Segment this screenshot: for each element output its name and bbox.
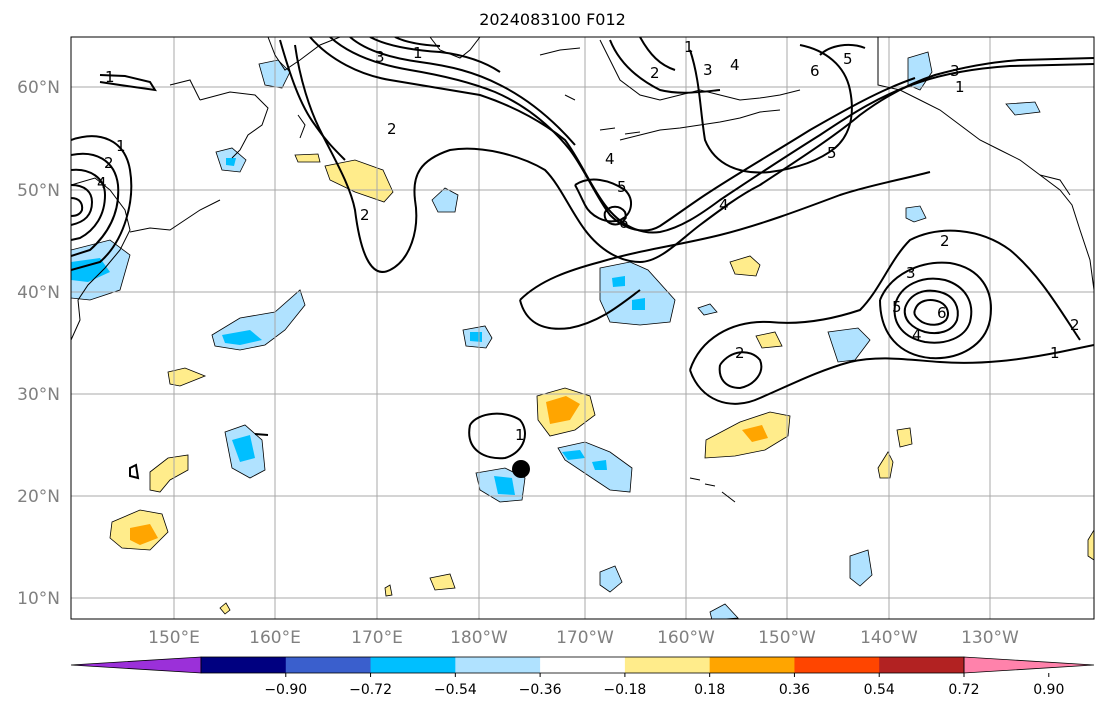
colorbar-tick-label: −0.18 [603,682,646,698]
contour-label: 5 [827,144,837,162]
lon-label: 180°W [450,628,508,648]
contour-label: 1 [413,44,423,62]
lon-label: 130°W [961,628,1019,648]
colorbar-tick-label: −0.90 [264,682,307,698]
colorbar-extend-high [963,656,1095,674]
contour-label: 2 [650,64,660,82]
lon-label: 150°W [758,628,816,648]
lat-label: 50°N [17,181,60,201]
colorbar-tick-label: 0.90 [1033,682,1064,698]
lon-label: 150°E [148,628,200,648]
colorbar-tick-label: −0.54 [434,682,477,698]
colorbar-outline [200,656,965,674]
lat-label: 40°N [17,283,60,303]
colorbar-segment [879,657,965,673]
contour-label: 1 [955,78,965,96]
colorbar-tick-label: −0.36 [519,682,562,698]
lon-label: 160°W [657,628,715,648]
contour-label: 4 [605,150,615,168]
colorbar-segment [201,657,287,673]
longitude-axis: 150°E 160°E 170°E 180°W 170°W 160°W 150°… [148,628,1019,648]
colorbar-segment [794,657,880,673]
colorbar-segment [624,657,711,673]
contour-label: 2 [360,206,370,224]
colorbar-segment [540,657,626,673]
coastlines [71,37,1094,503]
colorbar: −0.90 −0.72 −0.54 −0.36 −0.18 0.18 0.36 0.54 0.7… [70,656,1095,698]
contour-label: 2 [735,344,745,362]
gridlines [71,37,1094,619]
lon-label: 140°W [860,628,918,648]
contour-label: 2 [940,232,950,250]
latitude-axis: 60°N 50°N 40°N 30°N 20°N 10°N [17,78,60,609]
colorbar-extend-low [70,656,202,674]
contour-label: 4 [97,174,107,192]
contour-label: 2 [387,120,397,138]
contour-label: 2 [1070,316,1080,334]
contour-label: 6 [619,214,629,232]
lon-label: 170°W [556,628,614,648]
contour-label: 5 [843,50,853,68]
colorbar-tick-label: 0.72 [948,682,979,698]
contour-label-group: 1 1 2 4 1 3 2 2 2 1 3 4 6 5 3 1 5 4 5 6 … [97,38,1080,444]
contour-label: 5 [617,178,627,196]
contour-label: 3 [950,62,960,80]
shaded-anomalies [71,51,1094,619]
colorbar-segment [455,657,541,673]
contour-label: 3 [375,48,385,66]
lat-label: 20°N [17,487,60,507]
contour-label: 4 [912,326,922,344]
lat-label: 30°N [17,385,60,405]
lat-label: 60°N [17,78,60,98]
colorbar-tick-label: 0.18 [694,682,725,698]
colorbar-tick-label: 0.36 [779,682,810,698]
colorbar-segment [285,657,372,673]
contour-label: 1 [684,38,694,56]
contour-label: 4 [719,196,729,214]
contour-label: 2 [104,154,114,172]
lon-label: 170°E [351,628,403,648]
contour-label: 3 [906,264,916,282]
contour-label: 1 [515,426,525,444]
contour-label: 1 [1050,344,1060,362]
colorbar-tick-label: 0.54 [864,682,895,698]
lon-label: 160°E [249,628,301,648]
contour-label: 1 [105,68,115,86]
contour-label: 5 [892,298,902,316]
contour-label: 6 [810,62,820,80]
contour-label: 3 [703,61,713,79]
contour-label: 1 [116,137,126,155]
contour-label: 6 [937,304,947,322]
colorbar-segment [709,657,795,673]
colorbar-tick-label: −0.72 [349,682,392,698]
colorbar-segment [370,657,456,673]
contour-lines [71,37,1094,480]
storm-center-marker [512,460,530,478]
map-title: 2024083100 F012 [479,10,626,29]
lat-label: 10°N [17,589,60,609]
map-frame [70,36,1095,620]
contour-label: 4 [730,56,740,74]
